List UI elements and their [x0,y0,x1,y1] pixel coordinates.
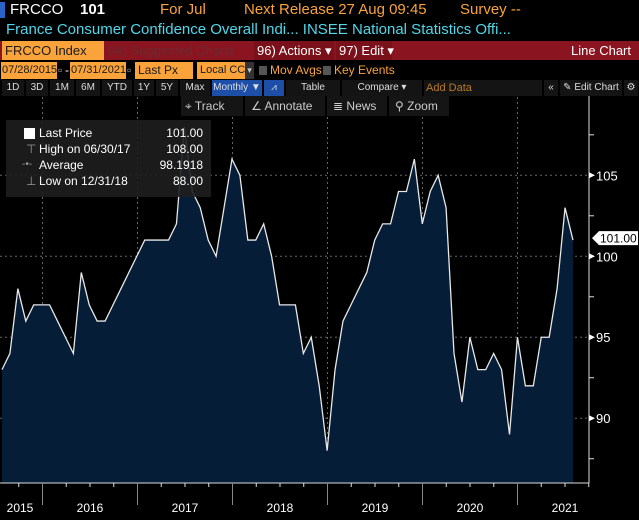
compare-button[interactable]: Compare ▾ [342,80,422,96]
period-3d[interactable]: 3D [26,80,48,96]
y-tick-label: 100 [596,249,618,264]
chevron-down-icon[interactable]: ▾ [245,62,254,79]
pencil-icon: ∠ [251,99,262,113]
currency-select[interactable]: Local CCY [197,62,253,79]
y-tick-marker [589,172,595,179]
period-1y[interactable]: 1Y [134,80,154,96]
chart-area[interactable]: 90 95 100 105 2015 2016 2017 2018 2019 2020 2021 10… [0,96,639,520]
legend-value: 98.1918 [159,158,203,172]
news-button[interactable]: ≣ News [327,96,387,116]
last-value-label: 101.00 [600,232,637,246]
period-5y[interactable]: 5Y [156,80,178,96]
zoom-label: Zoom [407,99,438,113]
edit-label: 97) Edit [339,43,384,58]
period-1m[interactable]: 1M [50,80,74,96]
legend-last: Last Price 101.00 [20,125,203,141]
x-tick-label: 2015 [7,501,34,515]
ticker: FRCCO [10,1,64,18]
low-marker-icon: ⊥ [26,174,37,188]
track-button[interactable]: ⌖ Track [181,96,243,116]
legend-value: 108.00 [166,142,203,156]
period-toolbar: 1D 3D 1M 6M YTD 1Y 5Y Max Monthly ▼ ⩘ Ta… [0,80,639,96]
controls-row: 07/28/2015 ▫ - 07/31/2021 ▫ Last Px Loca… [0,62,639,79]
legend-low: ⊥ Low on 12/31/18 88.00 [20,173,203,189]
news-icon: ≣ [333,99,344,113]
edit-chart-button[interactable]: ✎ Edit Chart [560,80,622,96]
legend-value: 101.00 [166,126,203,140]
start-date-field[interactable]: 07/28/2015 [1,62,57,79]
command-bar: FRCCO Index 94) Suggested Charts 96) Act… [0,41,639,60]
legend-high: ⊤ High on 06/30/17 108.00 [20,141,203,157]
y-tick-label: 105 [596,168,618,183]
legend-value: 88.00 [172,174,203,188]
legend-label: Last Price [39,126,93,140]
end-date-field[interactable]: 07/31/2021 [70,62,126,79]
next-release: Next Release 27 Aug 09:45 [244,1,427,18]
last-value-tag [592,231,638,246]
edit-chart-label: Edit Chart [574,82,619,93]
y-tick-marker [589,334,595,341]
date-separator: - [65,63,69,77]
y-tick-label: 90 [596,411,610,426]
legend-average: -•- Average 98.1918 [20,157,203,173]
suggested-charts-button[interactable]: 94) Suggested Charts [108,43,235,58]
period-max[interactable]: Max [180,80,210,96]
line-chart-icon[interactable]: ⩘ [264,80,284,96]
calendar-icon[interactable]: ▫ [58,63,63,77]
news-label: News [346,99,377,113]
chart-type: Line Chart [571,43,631,58]
table-button[interactable]: Table [286,80,340,96]
x-tick-label: 2017 [172,501,199,515]
crosshair-icon: ⌖ [185,99,192,113]
description: France Consumer Confidence Overall Indi.… [6,21,511,38]
last-value: 101 [80,1,106,18]
annotate-button[interactable]: ∠ Annotate [245,96,325,116]
edit-button[interactable]: 97) Edit ▾ [336,41,394,60]
legend: Last Price 101.00 ⊤ High on 06/30/17 108.00… [6,120,211,197]
period-6m[interactable]: 6M [76,80,100,96]
legend-swatch [24,128,35,139]
x-tick-label: 2018 [267,501,294,515]
legend-label: Low on 12/31/18 [39,174,128,188]
y-tick-marker [589,415,595,422]
frequency-select[interactable]: Monthly ▼ [212,80,262,96]
gear-icon[interactable]: ⚙ [624,80,638,96]
high-marker-icon: ⊤ [26,142,37,156]
average-marker-icon: -•- [22,159,33,170]
ticker-marker [0,2,5,18]
x-tick-label: 2021 [552,501,579,515]
legend-label: Average [39,158,84,172]
zoom-button[interactable]: ⚲ Zoom [389,96,449,116]
magnifier-icon: ⚲ [395,99,404,113]
survey: Survey -- [460,1,521,18]
x-tick-label: 2020 [457,501,484,515]
security-field[interactable]: FRCCO Index [2,41,104,60]
x-tick-label: 2016 [77,501,104,515]
actions-button[interactable]: 96) Actions ▾ [254,41,334,60]
key-events-label: Key Events [334,63,395,77]
field-select[interactable]: Last Px [135,62,193,79]
period-ytd[interactable]: YTD [102,80,132,96]
annotate-label: Annotate [264,99,313,113]
y-tick-marker [589,253,595,260]
calendar-icon[interactable]: ▫ [127,63,132,77]
period-1d[interactable]: 1D [2,80,24,96]
compare-label: Compare [357,82,399,93]
collapse-icon[interactable]: « [544,80,558,96]
mov-avgs-label: Mov Avgs [270,63,322,77]
period: For Jul [160,1,206,18]
track-label: Track [194,99,225,113]
series-line [1,126,574,451]
add-data-input[interactable]: Add Data [424,80,542,96]
y-tick-label: 95 [596,330,610,345]
legend-label: High on 06/30/17 [39,142,131,156]
actions-label: 96) Actions [257,43,322,58]
mov-avgs-checkbox[interactable] [259,66,267,75]
key-events-checkbox[interactable] [323,66,331,75]
x-tick-label: 2019 [362,501,389,515]
